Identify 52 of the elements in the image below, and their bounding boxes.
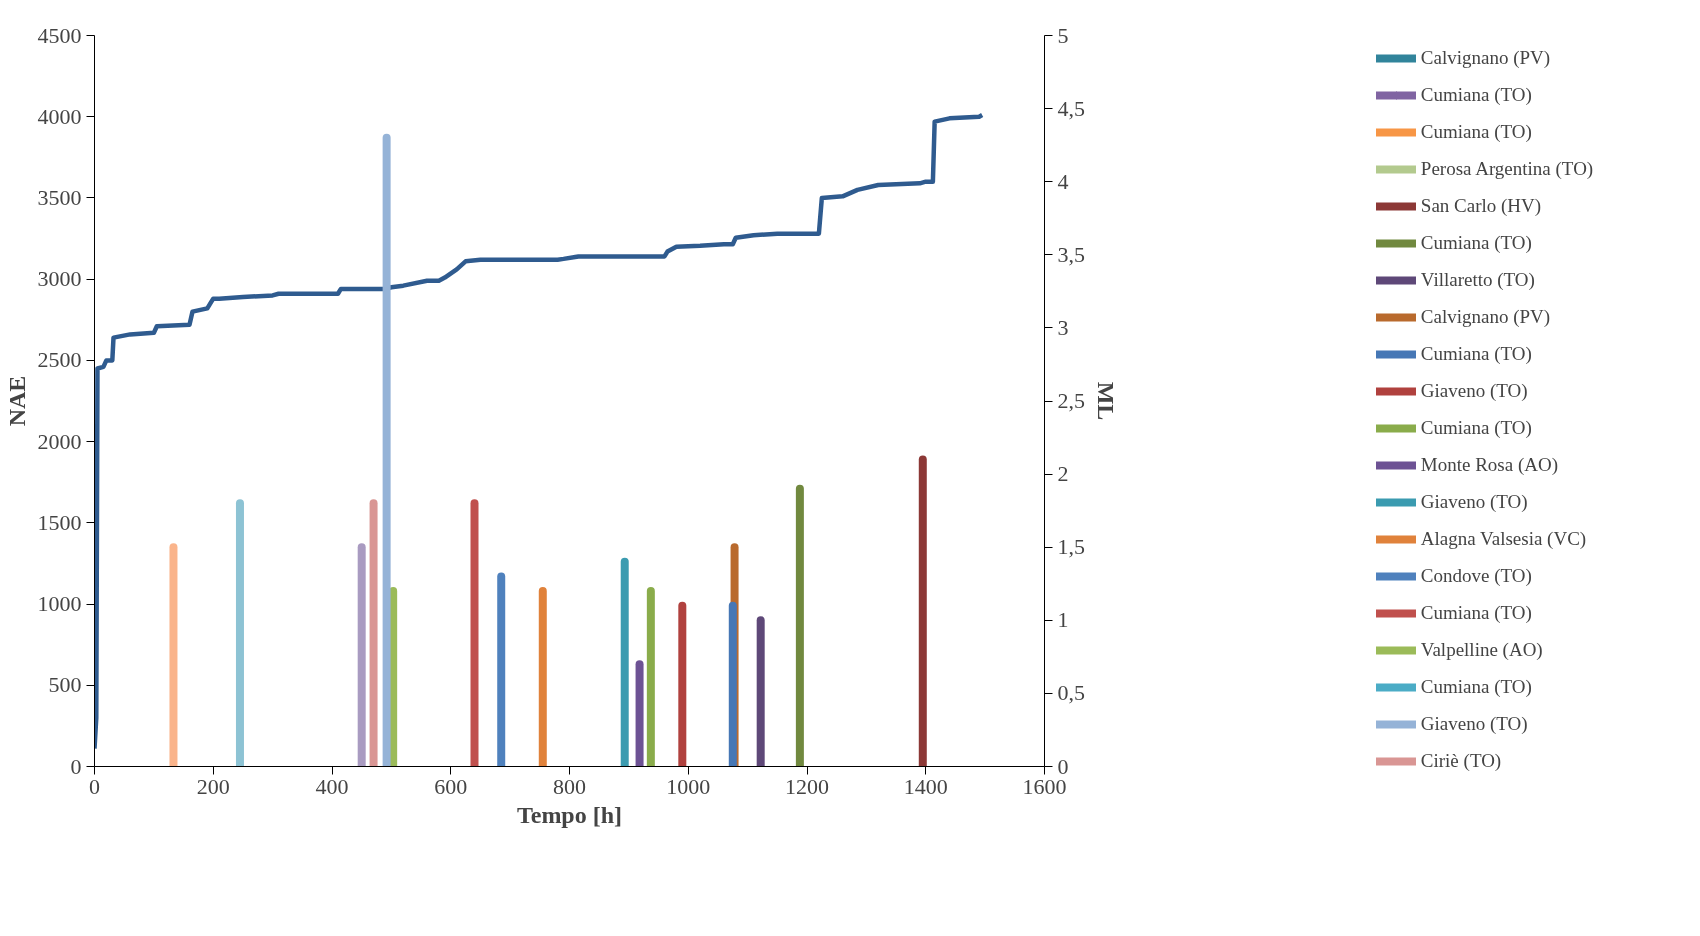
legend-label: Cumiana (TO)	[1420, 602, 1532, 624]
y2-tick-label: 2,5	[1057, 388, 1085, 413]
y-tick-label: 4500	[37, 22, 82, 48]
x-tick-label: 600	[434, 773, 468, 799]
legend-label: Giaveno (TO)	[1420, 491, 1528, 513]
legend-label: Condove (TO)	[1420, 565, 1532, 587]
line-series	[94, 112, 985, 751]
legend-label: Calvignano (PV)	[1420, 47, 1551, 69]
legend-label: Cumiana (TO)	[1420, 417, 1532, 439]
y2-tick-label: 3	[1057, 314, 1069, 340]
x-tick-label: 1200	[785, 773, 829, 799]
y-tick-label: 2000	[37, 428, 82, 454]
legend-label: Valpelline (AO)	[1420, 639, 1543, 661]
x-axis-title: Tempo [h]	[516, 801, 623, 828]
y-tick-label: 1500	[37, 509, 82, 535]
y2-tick-label: 5	[1057, 22, 1069, 48]
y-tick-label: 1000	[37, 591, 82, 617]
y2-tick-label: 4	[1057, 168, 1069, 194]
y2-tick-label: 4,5	[1057, 95, 1085, 121]
legend-label: Cumiana (TO)	[1420, 121, 1532, 143]
y-tick-label: 4000	[37, 103, 82, 129]
x-tick-label: 800	[553, 773, 586, 799]
y-tick-label: 3000	[37, 266, 82, 292]
y-tick-label: 500	[48, 672, 82, 698]
x-tick-label: 1400	[903, 773, 948, 799]
legend-label: Ciriè (TO)	[1420, 750, 1502, 772]
legend-label: Giaveno (TO)	[1420, 713, 1528, 735]
y2-tick-label: 3,5	[1057, 241, 1085, 267]
y-axis-title: NAE	[3, 375, 30, 427]
x-tick-label: 0	[89, 773, 100, 799]
y2-axis-title: ML	[1093, 381, 1119, 421]
y2-tick-label: 1,5	[1057, 534, 1085, 560]
y-tick-label: 3500	[37, 184, 82, 210]
y-tick-label: 2500	[37, 347, 82, 373]
y-tick-label: 0	[70, 753, 82, 779]
legend-label: Perosa Argentina (TO)	[1420, 158, 1594, 180]
legend-label: Cumiana (TO)	[1420, 343, 1532, 365]
legend-label: Cumiana (TO)	[1420, 84, 1532, 106]
y2-tick-label: 0,5	[1057, 680, 1085, 706]
y2-tick-label: 1	[1057, 607, 1069, 633]
legend-label: Calvignano (PV)	[1420, 306, 1551, 328]
legend-label: Alagna Valsesia (VC)	[1420, 528, 1587, 550]
x-tick-label: 1000	[666, 773, 711, 799]
legend-label: Cumiana (TO)	[1420, 676, 1532, 698]
legend-label: Monte Rosa (AO)	[1420, 454, 1559, 476]
y2-tick-label: 2	[1057, 461, 1069, 487]
x-tick-label: 200	[196, 773, 230, 799]
x-tick-label: 400	[315, 773, 349, 799]
legend-label: Villaretto (TO)	[1420, 269, 1535, 291]
legend-label: Cumiana (TO)	[1420, 232, 1532, 254]
legend-label: San Carlo (HV)	[1420, 195, 1542, 217]
legend-label: Giaveno (TO)	[1420, 380, 1528, 402]
